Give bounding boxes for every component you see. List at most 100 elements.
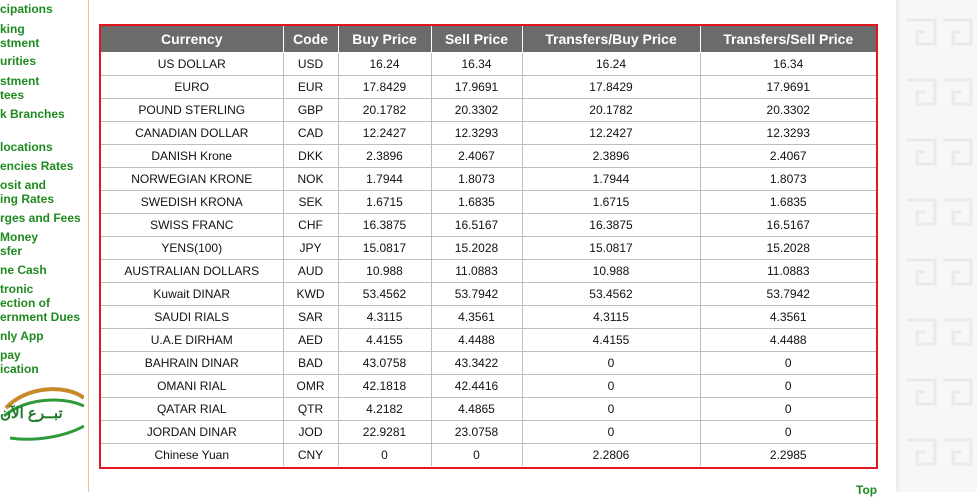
table-cell: 23.0758 xyxy=(430,420,523,444)
table-cell: SAUDI RIALS xyxy=(101,305,284,329)
decorative-pattern-strip xyxy=(898,0,977,492)
table-cell: 0 xyxy=(521,351,701,375)
sidebar-item-pay-application-2[interactable]: ication xyxy=(0,362,39,376)
table-cell: 20.1782 xyxy=(521,98,701,122)
table-cell: 53.4562 xyxy=(337,282,432,306)
table-cell: SEK xyxy=(282,190,339,214)
table-cell: CAD xyxy=(282,121,339,145)
sidebar-item-online-cash[interactable]: ne Cash xyxy=(0,263,47,277)
table-cell: 17.8429 xyxy=(337,75,432,99)
table-cell: 2.3896 xyxy=(337,144,432,168)
table-cell: 4.3561 xyxy=(699,305,876,329)
table-cell: 4.3561 xyxy=(430,305,523,329)
sidebar-item-investment-guarantees-2[interactable]: tees xyxy=(0,88,25,102)
table-row: Chinese Yuan CNY 0 0 2.2806 2.2985 xyxy=(101,443,876,466)
sidebar-item-money-transfer[interactable]: Money xyxy=(0,230,39,244)
table-cell: 17.9691 xyxy=(430,75,523,99)
table-cell: 12.2427 xyxy=(521,121,701,145)
sidebar-item-participations[interactable]: cipations xyxy=(0,2,53,16)
table-cell: 4.4155 xyxy=(521,328,701,352)
table-cell: 53.4562 xyxy=(521,282,701,306)
sidebar-item-pay-application[interactable]: pay xyxy=(0,348,21,362)
sidebar-item-bank-branches[interactable]: k Branches xyxy=(0,107,65,121)
sidebar-item-deposit-rates-2[interactable]: ing Rates xyxy=(0,192,55,206)
table-cell: 20.3302 xyxy=(430,98,523,122)
table-row: U.A.E DIRHAM AED 4.4155 4.4488 4.4155 4.4488 xyxy=(101,328,876,352)
table-cell: 1.7944 xyxy=(337,167,432,191)
currency-rates-table-container: Currency Code Buy Price Sell Price Transfers… xyxy=(99,24,878,469)
table-cell: 1.8073 xyxy=(430,167,523,191)
table-cell: 12.3293 xyxy=(699,121,876,145)
donate-logo-graphic xyxy=(3,387,86,441)
table-cell: JORDAN DINAR xyxy=(101,420,284,444)
donate-now-logo[interactable]: تبــرع الآن xyxy=(0,386,86,444)
table-row: EURO EUR 17.8429 17.9691 17.8429 17.9691 xyxy=(101,75,876,99)
table-cell: 1.6835 xyxy=(430,190,523,214)
table-cell: 0 xyxy=(699,374,876,398)
table-row: AUSTRALIAN DOLLARS AUD 10.988 11.0883 10.988… xyxy=(101,259,876,283)
table-cell: NOK xyxy=(282,167,339,191)
table-cell: 15.0817 xyxy=(521,236,701,260)
table-cell: DANISH Krone xyxy=(101,144,284,168)
table-cell: BAHRAIN DINAR xyxy=(101,351,284,375)
sidebar-item-investment-guarantees[interactable]: stment xyxy=(0,74,40,88)
table-cell: OMANI RIAL xyxy=(101,374,284,398)
table-cell: YENS(100) xyxy=(101,236,284,260)
table-cell: 4.4155 xyxy=(337,328,432,352)
table-cell: 11.0883 xyxy=(699,259,876,283)
table-cell: 15.2028 xyxy=(699,236,876,260)
table-cell: SWEDISH KRONA xyxy=(101,190,284,214)
table-cell: DKK xyxy=(282,144,339,168)
table-cell: SAR xyxy=(282,305,339,329)
sidebar-item-securities[interactable]: urities xyxy=(0,54,37,68)
sidebar-item-money-transfer-2[interactable]: sfer xyxy=(0,244,23,258)
table-cell: NORWEGIAN KRONE xyxy=(101,167,284,191)
table-cell: 10.988 xyxy=(521,259,701,283)
table-row: OMANI RIAL OMR 42.1818 42.4416 0 0 xyxy=(101,374,876,398)
table-cell: 2.2985 xyxy=(699,443,876,466)
table-cell: QATAR RIAL xyxy=(101,397,284,421)
table-cell: GBP xyxy=(282,98,339,122)
table-cell: 2.3896 xyxy=(521,144,701,168)
sidebar-item-electronic-collection[interactable]: tronic xyxy=(0,282,34,296)
sidebar-item-currencies-rates[interactable]: encies Rates xyxy=(0,159,74,173)
table-cell: 16.3875 xyxy=(521,213,701,237)
table-cell: Kuwait DINAR xyxy=(101,282,284,306)
table-cell: 0 xyxy=(337,443,432,466)
table-cell: 4.4865 xyxy=(430,397,523,421)
table-cell: 1.6715 xyxy=(337,190,432,214)
back-to-top-link[interactable]: Top xyxy=(856,483,878,497)
table-cell: AUSTRALIAN DOLLARS xyxy=(101,259,284,283)
table-cell: 53.7942 xyxy=(699,282,876,306)
greek-key-pattern xyxy=(907,18,973,466)
sidebar-item-banking-investment[interactable]: king xyxy=(0,22,25,36)
sidebar-item-banking-investment-2[interactable]: stment xyxy=(0,36,40,50)
table-row: POUND STERLING GBP 20.1782 20.3302 20.1782 20… xyxy=(101,98,876,122)
left-sidebar: cipations king stment urities stment tee… xyxy=(0,0,89,492)
table-cell: 4.2182 xyxy=(337,397,432,421)
sidebar-item-charges-fees[interactable]: rges and Fees xyxy=(0,211,81,225)
table-cell: U.A.E DIRHAM xyxy=(101,328,284,352)
sidebar-item-electronic-collection-2[interactable]: ection of xyxy=(0,296,50,310)
sidebar-item-only-app[interactable]: nly App xyxy=(0,329,44,343)
table-cell: 42.4416 xyxy=(430,374,523,398)
sidebar-item-atm-locations[interactable]: locations xyxy=(0,140,53,154)
table-cell: 0 xyxy=(699,351,876,375)
table-row: SAUDI RIALS SAR 4.3115 4.3561 4.3115 4.3561 xyxy=(101,305,876,329)
table-cell: CHF xyxy=(282,213,339,237)
table-cell: 4.3115 xyxy=(337,305,432,329)
currency-rates-table: Currency Code Buy Price Sell Price Transfers… xyxy=(101,26,876,466)
table-cell: 12.2427 xyxy=(337,121,432,145)
table-row: Kuwait DINAR KWD 53.4562 53.7942 53.4562 53.7… xyxy=(101,282,876,306)
table-row: YENS(100) JPY 15.0817 15.2028 15.0817 15.2028 xyxy=(101,236,876,260)
table-cell: 16.5167 xyxy=(430,213,523,237)
table-cell: CNY xyxy=(282,443,339,466)
table-row: SWISS FRANC CHF 16.3875 16.5167 16.3875 16.51… xyxy=(101,213,876,237)
table-cell: JOD xyxy=(282,420,339,444)
table-cell: 1.8073 xyxy=(699,167,876,191)
column-header: Code xyxy=(282,26,339,53)
table-cell: 22.9281 xyxy=(337,420,432,444)
table-body: US DOLLAR USD 16.24 16.34 16.24 16.34 EURO EUR 1… xyxy=(101,52,876,466)
sidebar-item-deposit-rates[interactable]: osit and xyxy=(0,178,47,192)
sidebar-item-electronic-collection-3[interactable]: ernment Dues xyxy=(0,310,81,324)
